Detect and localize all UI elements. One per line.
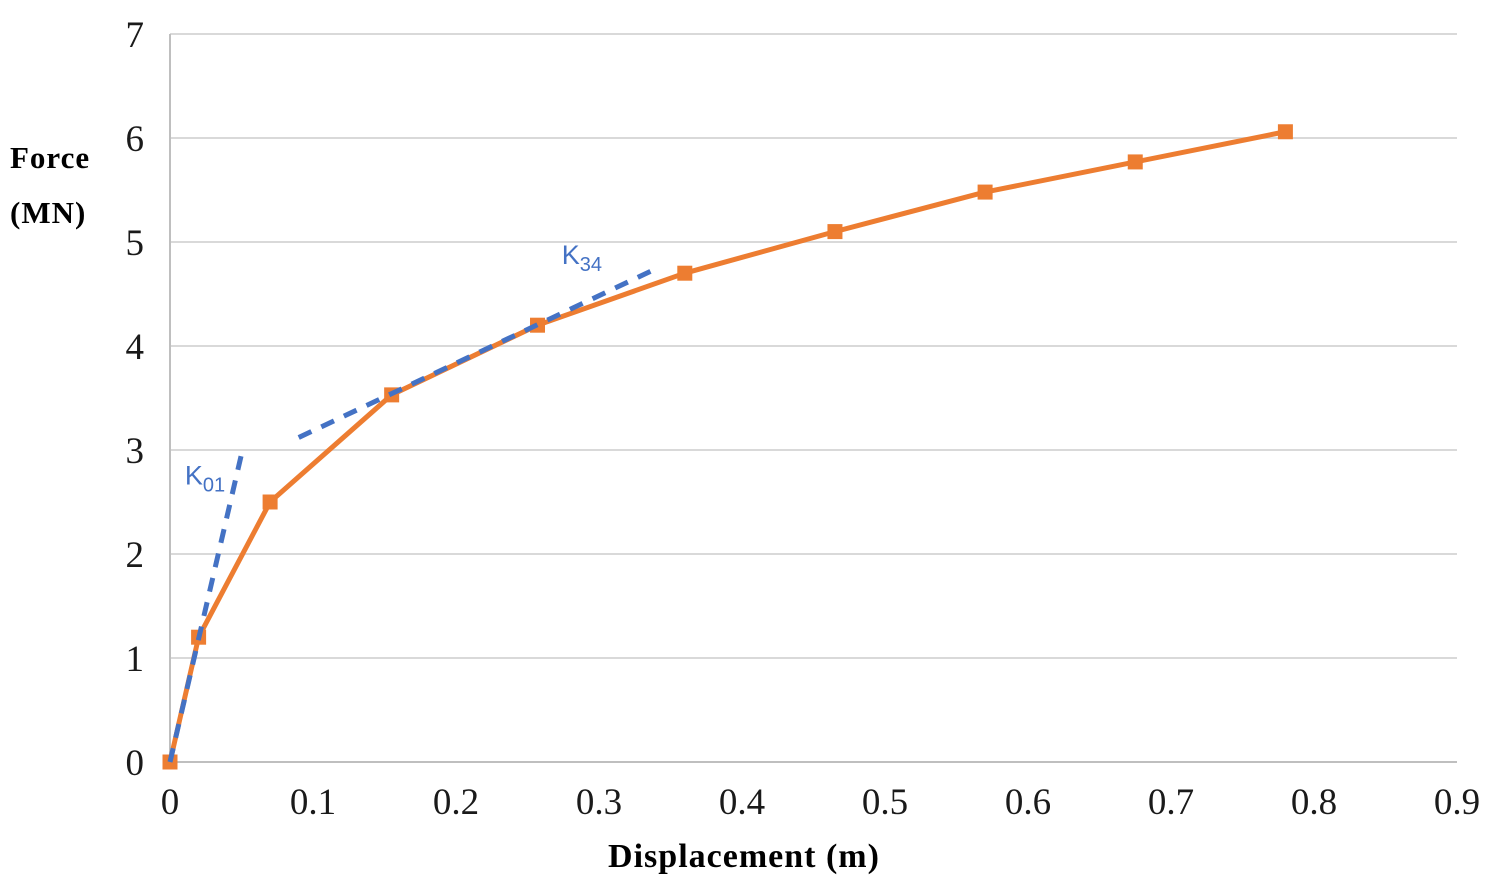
x-tick-label-0: 0	[161, 782, 180, 823]
x-tick-label-0.5: 0.5	[862, 782, 908, 823]
force-displacement-curve	[167, 129, 1286, 763]
x-tick-label-0.8: 0.8	[1291, 782, 1337, 823]
x-axis-title: Displacement (m)	[608, 838, 880, 875]
data-point-marker-2	[262, 494, 278, 510]
x-tick-label-0.2: 0.2	[433, 782, 479, 823]
x-tick-label-0.3: 0.3	[576, 782, 622, 823]
y-tick-label-0: 0	[126, 743, 145, 784]
y-tick-label-6: 6	[126, 119, 145, 160]
data-point-marker-5	[677, 265, 693, 281]
k34-label: K34	[562, 240, 602, 276]
x-tick-label-0.1: 0.1	[290, 782, 336, 823]
data-point-marker-9	[1277, 124, 1293, 140]
data-point-marker-7	[977, 184, 993, 200]
y-tick-label-3: 3	[126, 431, 145, 472]
k01-stiffness-line	[167, 447, 246, 763]
x-tick-label-0.7: 0.7	[1148, 782, 1194, 823]
x-tick-label-0.4: 0.4	[719, 782, 765, 823]
data-point-marker-6	[827, 224, 843, 240]
k01-label: K01	[185, 460, 225, 496]
y-tick-label-5: 5	[126, 223, 145, 264]
x-tick-label-0.9: 0.9	[1434, 782, 1480, 823]
y-tick-label-4: 4	[126, 327, 145, 368]
y-tick-label-2: 2	[126, 535, 145, 576]
y-axis-title: Force (MN)	[10, 130, 90, 240]
y-axis-title-line1: Force	[10, 140, 91, 175]
y-axis-title-line2: (MN)	[10, 195, 87, 230]
x-tick-label-0.6: 0.6	[1005, 782, 1051, 823]
y-tick-label-7: 7	[126, 15, 145, 56]
data-point-marker-8	[1127, 154, 1143, 170]
y-tick-label-1: 1	[126, 639, 145, 680]
k34-stiffness-line	[297, 265, 659, 440]
